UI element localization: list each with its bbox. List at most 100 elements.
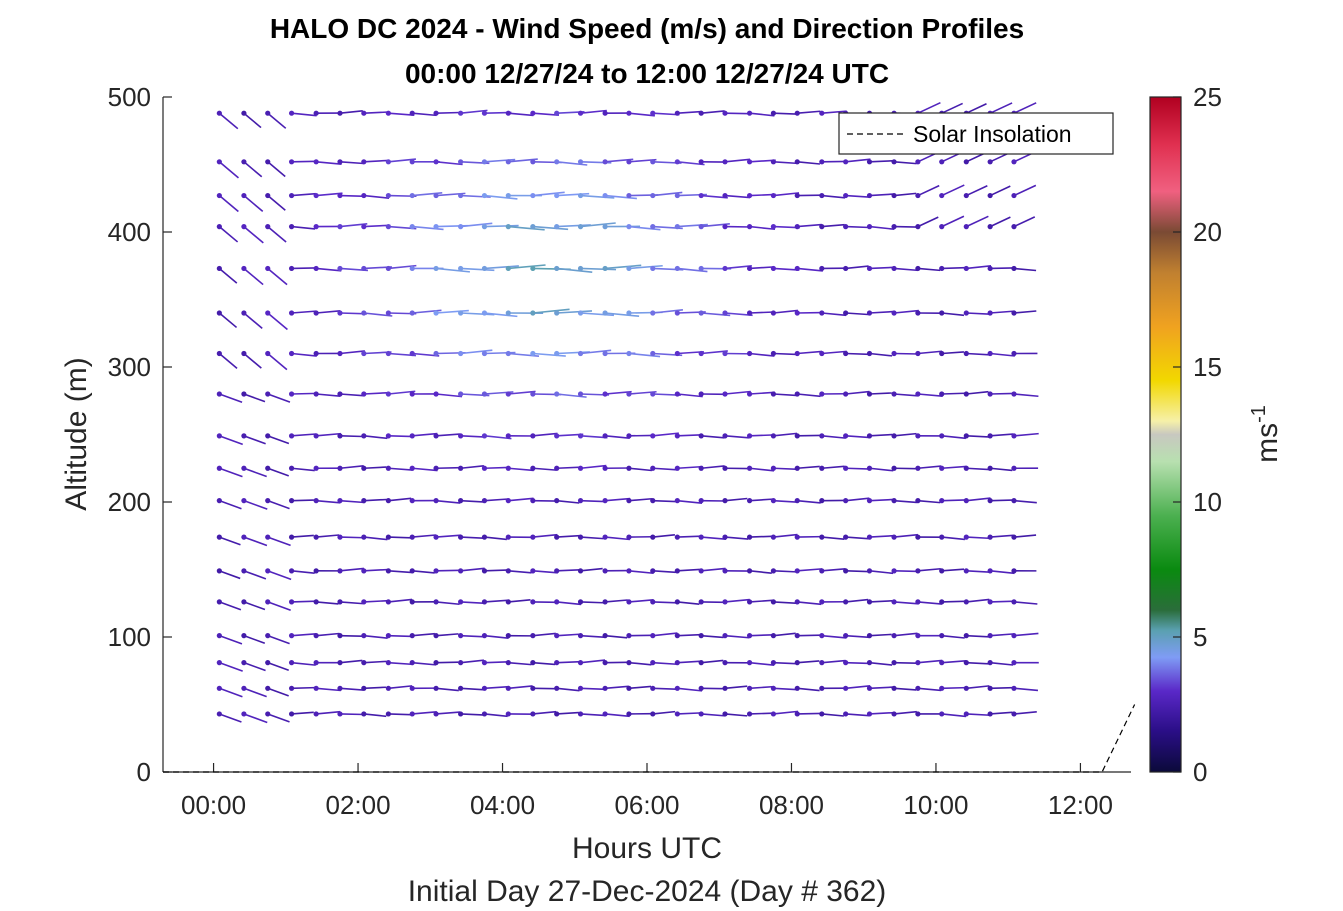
- wind-vector: [891, 465, 917, 471]
- wind-vector: [554, 685, 580, 692]
- wind-vector: [313, 192, 343, 199]
- wind-vector: [385, 633, 414, 639]
- wind-vector: [481, 660, 510, 666]
- wind-vector: [530, 465, 557, 471]
- wind-vector: [794, 599, 822, 606]
- wind-vector: [433, 711, 461, 717]
- wind-vector: [554, 192, 590, 199]
- wind-vector: [554, 265, 593, 273]
- wind-vector: [987, 599, 1015, 605]
- wind-vector: [409, 224, 444, 231]
- x-tick-label: 00:00: [181, 790, 246, 820]
- y-tick-label: 300: [108, 352, 151, 382]
- wind-vector: [216, 534, 241, 546]
- wind-vector: [505, 534, 533, 540]
- wind-vector: [794, 159, 820, 165]
- wind-vector: [674, 568, 700, 574]
- wind-vector: [481, 685, 509, 691]
- wind-vector: [843, 568, 868, 574]
- wind-vector: [577, 265, 617, 272]
- wind-vector: [819, 110, 847, 116]
- wind-vector: [674, 711, 702, 717]
- colorbar-gradient: [1149, 96, 1182, 773]
- wind-vector: [866, 660, 893, 666]
- wind-vector: [530, 710, 557, 717]
- wind-vector: [241, 465, 267, 478]
- x-axis-label: Hours UTC: [572, 832, 722, 865]
- wind-vector: [963, 390, 989, 397]
- wind-vector: [866, 265, 895, 272]
- wind-vector: [313, 310, 341, 316]
- wind-vector: [288, 350, 317, 357]
- wind-vector: [288, 159, 317, 165]
- wind-vector: [770, 533, 798, 540]
- x-tick-label: 12:00: [1048, 790, 1113, 820]
- wind-vector: [577, 433, 608, 439]
- wind-vector: [866, 433, 893, 439]
- wind-vector: [770, 465, 799, 471]
- wind-vector: [602, 534, 630, 541]
- wind-vector: [433, 660, 459, 666]
- wind-vector: [216, 685, 243, 698]
- wind-vector: [866, 685, 894, 691]
- wind-vector: [626, 433, 654, 439]
- wind-vector: [650, 465, 678, 471]
- wind-vector: [577, 310, 614, 317]
- wind-vector: [866, 159, 893, 165]
- wind-vector: [481, 711, 508, 718]
- wind-vector: [265, 660, 289, 672]
- wind-vector: [409, 465, 438, 472]
- wind-vector: [505, 224, 545, 231]
- colorbar-tick-label: 20: [1193, 217, 1222, 247]
- wind-vector: [626, 633, 653, 639]
- wind-vector: [963, 711, 991, 717]
- wind-vector: [265, 192, 286, 211]
- wind-vector: [915, 599, 943, 605]
- wind-vector: [722, 465, 748, 471]
- wind-vector: [530, 599, 558, 605]
- wind-vector: [843, 633, 870, 639]
- wind-vector: [674, 685, 703, 692]
- wind-vector: [939, 433, 966, 440]
- wind-vector: [866, 224, 895, 230]
- wind-vector: [987, 185, 1011, 199]
- wind-vector: [216, 465, 243, 478]
- chart-title-line-1: HALO DC 2024 - Wind Speed (m/s) and Dire…: [270, 13, 1024, 44]
- wind-vector: [770, 660, 797, 666]
- wind-vector: [843, 684, 871, 691]
- wind-vector: [1011, 534, 1037, 540]
- colorbar-label-exponent: -1: [1248, 405, 1270, 423]
- wind-vector: [554, 310, 593, 316]
- wind-vector: [530, 350, 566, 357]
- wind-vector: [891, 632, 918, 639]
- wind-vector: [650, 632, 678, 639]
- wind-vector: [288, 391, 318, 397]
- wind-vector: [650, 660, 678, 666]
- legend: Solar Insolation: [838, 112, 1114, 155]
- wind-vector: [915, 498, 941, 504]
- wind-vector: [770, 110, 797, 116]
- wind-vector: [241, 633, 266, 644]
- wind-vector: [458, 465, 484, 471]
- wind-vector: [674, 391, 703, 398]
- wind-vector: [481, 224, 519, 230]
- wind-vector: [722, 534, 749, 540]
- wind-vector: [626, 534, 653, 540]
- wind-vector: [458, 310, 495, 316]
- wind-vector: [939, 498, 967, 504]
- wind-vector: [674, 265, 708, 273]
- wind-vector: [915, 633, 943, 639]
- wind-vector: [650, 710, 676, 717]
- wind-vector: [481, 192, 518, 200]
- wind-vector: [361, 192, 390, 199]
- wind-vector: [385, 685, 413, 691]
- wind-vector: [313, 568, 339, 574]
- wind-vector: [361, 465, 387, 471]
- wind-vector: [963, 633, 989, 639]
- wind-vector: [915, 711, 941, 717]
- wind-vector: [288, 433, 317, 439]
- wind-vector: [1011, 568, 1037, 574]
- wind-vector: [313, 498, 341, 504]
- wind-vector: [361, 633, 388, 639]
- wind-vector: [458, 599, 486, 605]
